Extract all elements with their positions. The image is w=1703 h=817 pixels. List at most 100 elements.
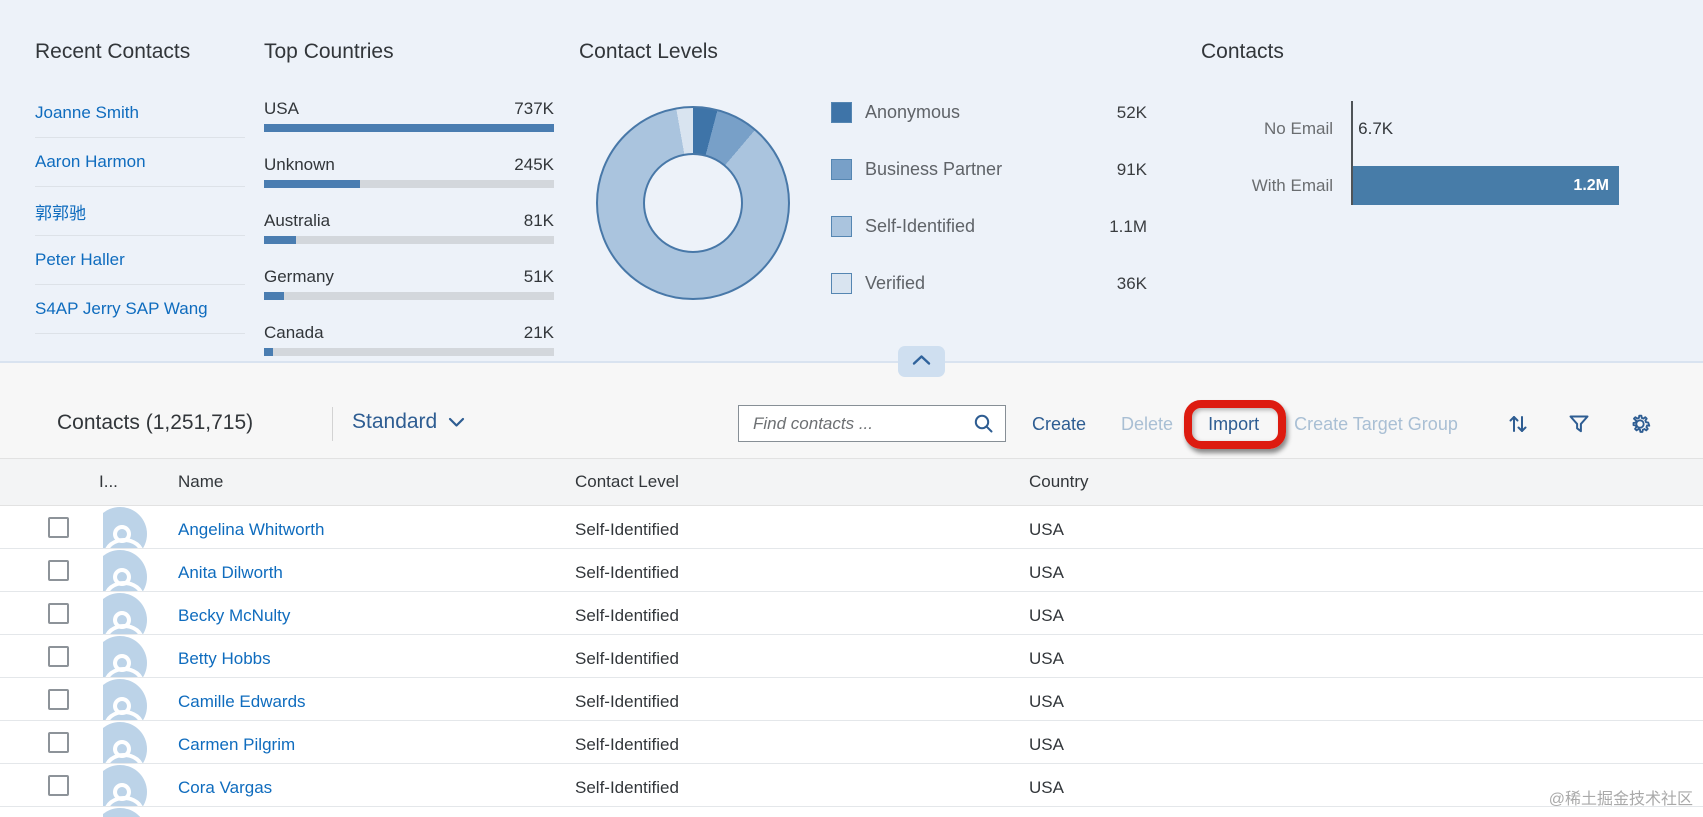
country-bar-fill [264, 180, 360, 188]
row-checkbox[interactable] [48, 516, 69, 538]
contact-levels-title: Contact Levels [579, 40, 718, 63]
legend-row[interactable]: Verified 36K [831, 255, 1147, 312]
chevron-down-icon [448, 410, 465, 434]
contact-name-link[interactable]: Anita Dilworth [178, 562, 283, 582]
recent-contact-link[interactable]: Aaron Harmon [35, 138, 245, 187]
country-value: 737K [514, 99, 554, 118]
table-row[interactable]: Becky McNulty Self-Identified USA [0, 592, 1703, 635]
table-row[interactable]: Cora Vargas Self-Identified USA [0, 764, 1703, 807]
row-checkbox[interactable] [48, 688, 69, 710]
row-checkbox[interactable] [48, 602, 69, 624]
contact-name-link[interactable]: Carmen Pilgrim [178, 734, 296, 754]
recent-contact-link[interactable]: Joanne Smith [35, 89, 245, 138]
contact-level-cell: Self-Identified [575, 691, 679, 711]
legend-value: 36K [1116, 273, 1147, 293]
collapse-header-button[interactable] [898, 346, 945, 377]
search-icon[interactable] [970, 411, 996, 437]
legend-swatch [831, 216, 852, 237]
country-bar-row[interactable]: Unknown 245K [264, 141, 554, 197]
legend-label: Anonymous [865, 102, 961, 122]
row-checkbox[interactable] [48, 774, 69, 796]
contact-name-link[interactable]: Camille Edwards [178, 691, 306, 711]
contact-level-cell: Self-Identified [575, 777, 679, 797]
table-row[interactable]: Betty Hobbs Self-Identified USA [0, 635, 1703, 678]
contact-avatar [103, 635, 147, 677]
settings-gear-icon[interactable] [1627, 411, 1653, 437]
contacts-chart-title: Contacts [1201, 40, 1284, 63]
legend-swatch [831, 159, 852, 180]
recent-contact-link[interactable]: 郭郭驰 [35, 187, 245, 236]
recent-contacts-title: Recent Contacts [35, 40, 191, 63]
toolbar-button[interactable]: Delete [1121, 413, 1174, 434]
legend-swatch [831, 273, 852, 294]
email-bar-value: 6.7K [1358, 118, 1394, 138]
country-bar-track [264, 292, 554, 300]
contact-country-cell: USA [1029, 605, 1064, 625]
email-bar-row[interactable]: No Email 6.7K [1201, 100, 1619, 157]
sort-icon[interactable] [1505, 411, 1531, 437]
contact-avatar [103, 506, 147, 548]
row-checkbox[interactable] [48, 731, 69, 753]
recent-contacts-list: Joanne Smith Aaron Harmon 郭郭驰 Peter Hall… [35, 89, 245, 334]
dashboard-header: Recent Contacts Joanne Smith Aaron Harmo… [0, 0, 1703, 377]
contact-levels-donut[interactable] [596, 106, 790, 300]
table-row[interactable]: Anita Dilworth Self-Identified USA [0, 549, 1703, 592]
contact-name-link[interactable]: Cora Vargas [178, 777, 273, 797]
country-value: 245K [514, 155, 554, 174]
country-value: 81K [523, 211, 554, 230]
toolbar-actions: Create Delete Import Create Target Group [1032, 399, 1653, 449]
table-row[interactable]: Carmen Pilgrim Self-Identified USA [0, 721, 1703, 764]
contacts-bar-chart: No Email 6.7K With Email 1.2M [1201, 100, 1619, 214]
email-bar-label: With Email [1251, 175, 1333, 195]
search-input[interactable] [751, 412, 970, 435]
country-bar-row[interactable]: Australia 81K [264, 197, 554, 253]
contact-level-cell: Self-Identified [575, 519, 679, 539]
legend-row[interactable]: Anonymous 52K [831, 84, 1147, 141]
toolbar-button[interactable]: Create [1032, 413, 1087, 434]
country-label: USA [264, 99, 299, 118]
contact-name-link[interactable]: Angelina Whitworth [178, 519, 325, 539]
row-checkbox[interactable] [48, 645, 69, 667]
legend-row[interactable]: Business Partner 91K [831, 141, 1147, 198]
variant-selector[interactable]: Standard [352, 410, 465, 434]
contact-level-cell: Self-Identified [575, 648, 679, 668]
chevron-up-icon [911, 354, 932, 369]
legend-row[interactable]: Self-Identified 1.1M [831, 198, 1147, 255]
top-countries-list: USA 737K Unknown 245K [264, 85, 554, 365]
contact-level-cell: Self-Identified [575, 605, 679, 625]
bar-chart-axis [1351, 101, 1353, 205]
title-divider [332, 407, 333, 441]
country-bar-row[interactable]: USA 737K [264, 85, 554, 141]
toolbar-button[interactable]: Create Target Group [1294, 413, 1458, 434]
legend-label: Self-Identified [865, 216, 976, 236]
contact-avatar [103, 549, 147, 591]
country-bar-row[interactable]: Canada 21K [264, 309, 554, 365]
table-row[interactable]: Camille Edwards Self-Identified USA [0, 678, 1703, 721]
search-box [738, 405, 1006, 442]
filter-icon[interactable] [1566, 411, 1592, 437]
contact-country-cell: USA [1029, 648, 1064, 668]
table-row[interactable]: Angelina Whitworth Self-Identified USA [0, 506, 1703, 549]
toolbar-button[interactable]: Import [1184, 399, 1287, 449]
contact-name-link[interactable]: Becky McNulty [178, 605, 291, 625]
recent-contact-link[interactable]: S4AP Jerry SAP Wang [35, 285, 245, 334]
recent-contact-link[interactable]: Peter Haller [35, 236, 245, 285]
country-bar-fill [264, 292, 285, 300]
country-bar-row[interactable]: Germany 51K [264, 253, 554, 309]
header-name-col: Name [178, 472, 224, 491]
country-label: Canada [264, 323, 324, 342]
country-label: Germany [264, 267, 334, 286]
legend-label: Business Partner [865, 159, 1003, 179]
email-bar-row[interactable]: With Email 1.2M [1201, 157, 1619, 214]
variant-label: Standard [352, 410, 438, 433]
contact-avatar [103, 678, 147, 720]
row-checkbox[interactable] [48, 559, 69, 581]
contact-name-link[interactable]: Betty Hobbs [178, 648, 271, 668]
country-bar-fill [264, 124, 554, 132]
contact-level-cell: Self-Identified [575, 734, 679, 754]
top-countries-title: Top Countries [264, 40, 394, 63]
table-row[interactable] [0, 807, 1703, 817]
country-label: Australia [264, 211, 331, 230]
legend-swatch [831, 102, 852, 123]
